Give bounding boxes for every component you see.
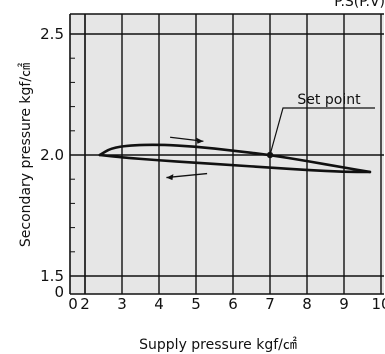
y-axis-label: Secondary pressure kgf/㎠ [18, 63, 34, 247]
x-tick-label: 5 [191, 295, 201, 313]
series-group [98, 143, 372, 174]
series-line-decreasing [98, 153, 372, 174]
y-gridlines [70, 33, 384, 277]
header-fragment: P.S(P.V) [334, 0, 385, 10]
plot-area [70, 14, 384, 294]
y-tick-label: 1.5 [40, 267, 64, 285]
set-point-label: Set point [297, 92, 361, 108]
y-tick-labels: 01.5 2.0 2.5 [40, 25, 64, 301]
y-tick-label: 0 [54, 283, 64, 301]
annotation-group: Set point [266, 92, 375, 159]
arrow-left [166, 172, 208, 181]
x-tick-label: 3 [117, 295, 127, 313]
axis-frame [69, 13, 384, 295]
x-tick-label: 7 [265, 295, 275, 313]
x-tick-labels: 02 3 4 5 6 7 8 9 10 [68, 295, 385, 313]
x-tick-label: 0 [68, 295, 78, 313]
x-tick-label: 4 [154, 295, 164, 313]
set-point-leader [269, 107, 375, 156]
x-tick-label: 10 [371, 295, 385, 313]
x-tick-label: 2 [80, 295, 90, 313]
x-tick-label: 8 [302, 295, 312, 313]
series-line-increasing [98, 143, 372, 174]
arrow-right [170, 136, 204, 144]
direction-arrows [166, 136, 208, 181]
x-tick-label: 9 [339, 295, 349, 313]
x-axis-label: Supply pressure kgf/㎠ [139, 337, 297, 353]
y-tick-label: 2.0 [40, 146, 64, 164]
y-tick-label: 2.5 [40, 25, 64, 43]
x-tick-label: 6 [228, 295, 238, 313]
